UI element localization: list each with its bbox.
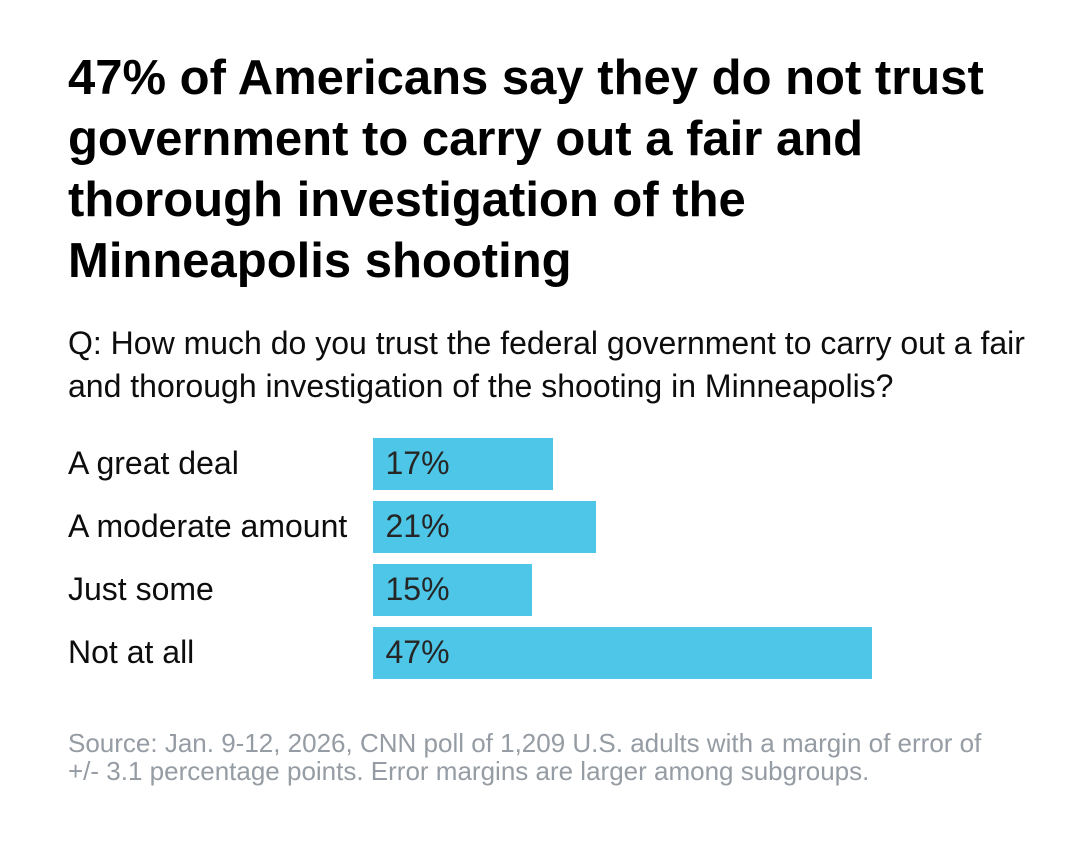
bar-row: A moderate amount 21% [0,501,1080,553]
bar-row: Just some 15% [0,564,1080,616]
value-label: 17% [385,445,450,481]
chart-title-line: 47% of Americans say they do not trust [68,50,984,105]
source-note: Source: Jan. 9-12, 2026, CNN poll of 1,2… [68,729,981,785]
source-note-line: Source: Jan. 9-12, 2026, CNN poll of 1,2… [68,728,982,758]
chart-title-line: Minneapolis shooting [68,234,572,289]
category-label: Just some [68,571,214,608]
bar: 47% [372,627,872,679]
chart-title-line: government to carry out a fair and [68,111,864,166]
chart-title-line: thorough investigation of the [68,173,746,228]
bar: 17% [372,438,554,490]
value-label: 21% [385,508,450,545]
bar: 21% [372,501,596,553]
bar: 15% [372,564,532,616]
poll-question-line: Q: How much do you trust the federal gov… [68,325,1025,361]
category-label: Not at all [68,634,195,671]
category-label: A moderate amount [68,508,348,545]
value-label: 47% [385,634,450,671]
source-note-line: +/- 3.1 percentage points. Error margins… [68,756,870,787]
value-label: 15% [385,571,450,608]
poll-question-line: and thorough investigation of the shooti… [68,368,894,405]
bar-row: A great deal 17% [0,438,1080,490]
chart-title: 47% of Americans say they do not trust g… [68,48,984,293]
category-label: A great deal [68,445,239,481]
bar-row: Not at all 47% [0,627,1080,679]
poll-question: Q: How much do you trust the federal gov… [68,322,1025,409]
